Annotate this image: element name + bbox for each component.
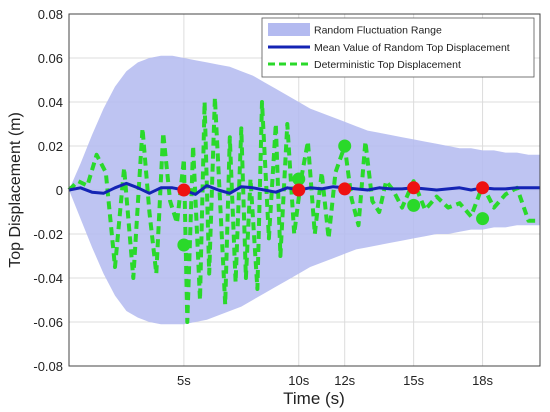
x-axis-ticks: 5s 10s 12s 15s 18s (177, 373, 494, 388)
x-axis-label: Time (s) (283, 389, 345, 408)
green-marker-1 (292, 172, 306, 186)
marker-layer (177, 139, 490, 252)
legend-label-band: Random Fluctuation Range (314, 25, 442, 37)
green-marker-0 (177, 238, 191, 252)
y-tick-label-8: -0.08 (33, 359, 63, 374)
y-tick-label-0: 0.08 (38, 7, 63, 22)
x-tick-label-4: 18s (472, 373, 493, 388)
y-axis-label: Top Displacement (m) (7, 112, 24, 268)
green-marker-2 (338, 139, 352, 153)
plot-frame (68, 13, 541, 367)
series-deterministic-line (67, 95, 540, 324)
y-axis-ticks: 0.08 0.06 0.04 0.02 0 -0.02 -0.04 -0.06 -0.08 (33, 7, 63, 374)
green-marker-4 (476, 212, 490, 226)
red-marker-3 (407, 181, 421, 195)
x-tick-label-2: 12s (334, 373, 355, 388)
red-marker-2 (338, 182, 352, 196)
red-marker-4 (476, 181, 490, 195)
legend-swatch-band (268, 23, 310, 36)
y-tick-label-6: -0.04 (33, 271, 63, 286)
y-tick-label-3: 0.02 (38, 139, 63, 154)
y-tick-label-7: -0.06 (33, 315, 63, 330)
y-tick-label-4: 0 (56, 183, 63, 198)
x-tick-label-1: 10s (288, 373, 309, 388)
legend-label-mean: Mean Value of Random Top Displacement (314, 42, 510, 54)
legend: Random Fluctuation Range Mean Value of R… (261, 17, 535, 78)
y-tick-label-1: 0.06 (38, 51, 63, 66)
y-tick-label-5: -0.02 (33, 227, 63, 242)
red-marker-0 (177, 183, 191, 197)
green-marker-3 (407, 198, 421, 212)
y-tick-label-2: 0.04 (38, 95, 63, 110)
x-tick-label-3: 15s (403, 373, 424, 388)
x-tick-label-0: 5s (177, 373, 191, 388)
red-marker-1 (292, 183, 306, 197)
legend-label-deterministic: Deterministic Top Displacement (314, 59, 461, 71)
